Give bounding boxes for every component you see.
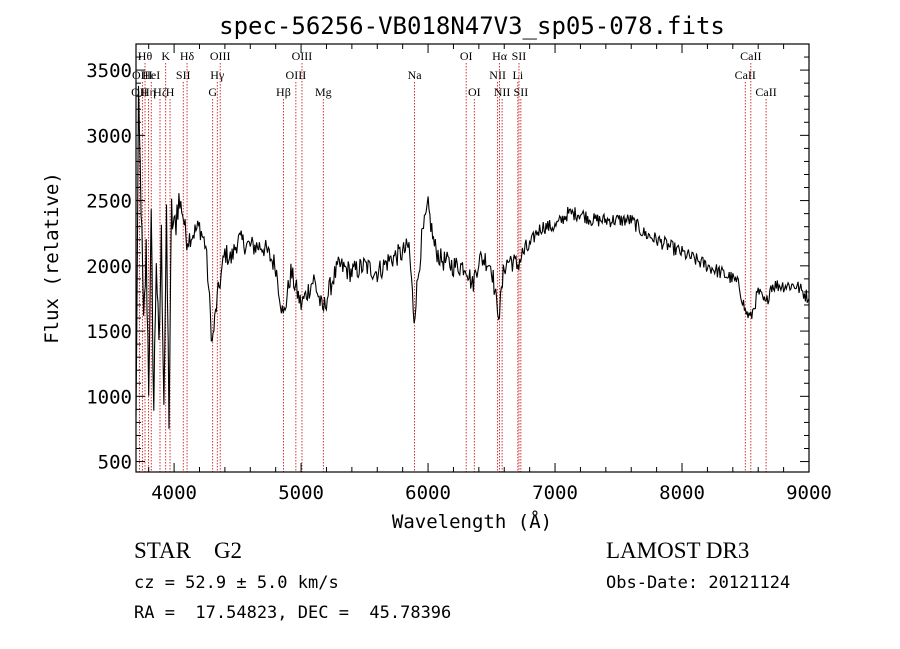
spectrum-line [135, 85, 810, 429]
redshift-text: cz = 52.9 ± 5.0 km/s [134, 573, 339, 593]
x-tick-label: 8000 [659, 482, 705, 504]
y-tick-label: 1000 [86, 386, 132, 408]
line-marker-label: Hα [492, 49, 508, 63]
y-axis-label: Flux (relative) [41, 172, 63, 344]
line-marker-label: Na [408, 68, 423, 82]
y-tick-label: 1500 [86, 321, 132, 343]
line-marker-label: Hη [141, 85, 156, 99]
line-marker-label: OIII [292, 49, 313, 63]
y-tick-label: 3000 [86, 125, 132, 147]
plot-frame [135, 43, 810, 473]
line-marker-label: CaII [755, 85, 776, 99]
coordinates-text: RA = 17.54823, DEC = 45.78396 [134, 603, 452, 623]
line-marker-label: Hζ [153, 85, 167, 99]
line-marker-label: H [166, 85, 175, 99]
x-tick-label: 5000 [278, 482, 324, 504]
obs-date: Obs-Date: 20121124 [606, 573, 791, 593]
survey-name: LAMOST DR3 [606, 538, 750, 563]
x-tick-label: 7000 [532, 482, 578, 504]
line-marker-label: NII [494, 85, 511, 99]
chart-title: spec-56256-VB018N47V3_sp05-078.fits [219, 12, 725, 40]
line-marker-label: Li [512, 68, 523, 82]
line-marker-label: CaII [735, 68, 756, 82]
line-marker-label: OIII [132, 68, 153, 82]
line-marker-label: OI [468, 85, 481, 99]
line-marker-label: NII [489, 68, 506, 82]
y-tick-label: 2500 [86, 191, 132, 213]
line-marker-label: Hγ [210, 68, 225, 82]
line-marker-label: Hδ [180, 49, 195, 63]
line-marker-label: OII [131, 85, 148, 99]
line-marker-label: Hθ [138, 49, 153, 63]
object-class: STAR G2 [134, 538, 243, 563]
line-marker-label: SII [176, 68, 191, 82]
line-marker-label: HeI [142, 68, 160, 82]
line-marker-label: G [208, 85, 217, 99]
line-marker-label: OIII [210, 49, 231, 63]
line-marker-label: K [161, 49, 170, 63]
y-tick-label: 3500 [86, 60, 132, 82]
x-tick-label: 9000 [786, 482, 832, 504]
x-tick-label: 4000 [151, 482, 197, 504]
line-marker-label: OI [460, 49, 473, 63]
line-marker-label: OIII [286, 68, 307, 82]
y-tick-label: 500 [98, 452, 132, 474]
x-axis-label: Wavelength (Å) [392, 510, 552, 533]
line-marker-label: SII [514, 85, 529, 99]
line-marker-label: CaII [740, 49, 761, 63]
line-marker-label: Mg [315, 85, 332, 99]
x-tick-label: 6000 [405, 482, 451, 504]
line-marker-label: SII [512, 49, 527, 63]
y-tick-label: 2000 [86, 256, 132, 278]
line-marker-label: Hβ [276, 85, 291, 99]
